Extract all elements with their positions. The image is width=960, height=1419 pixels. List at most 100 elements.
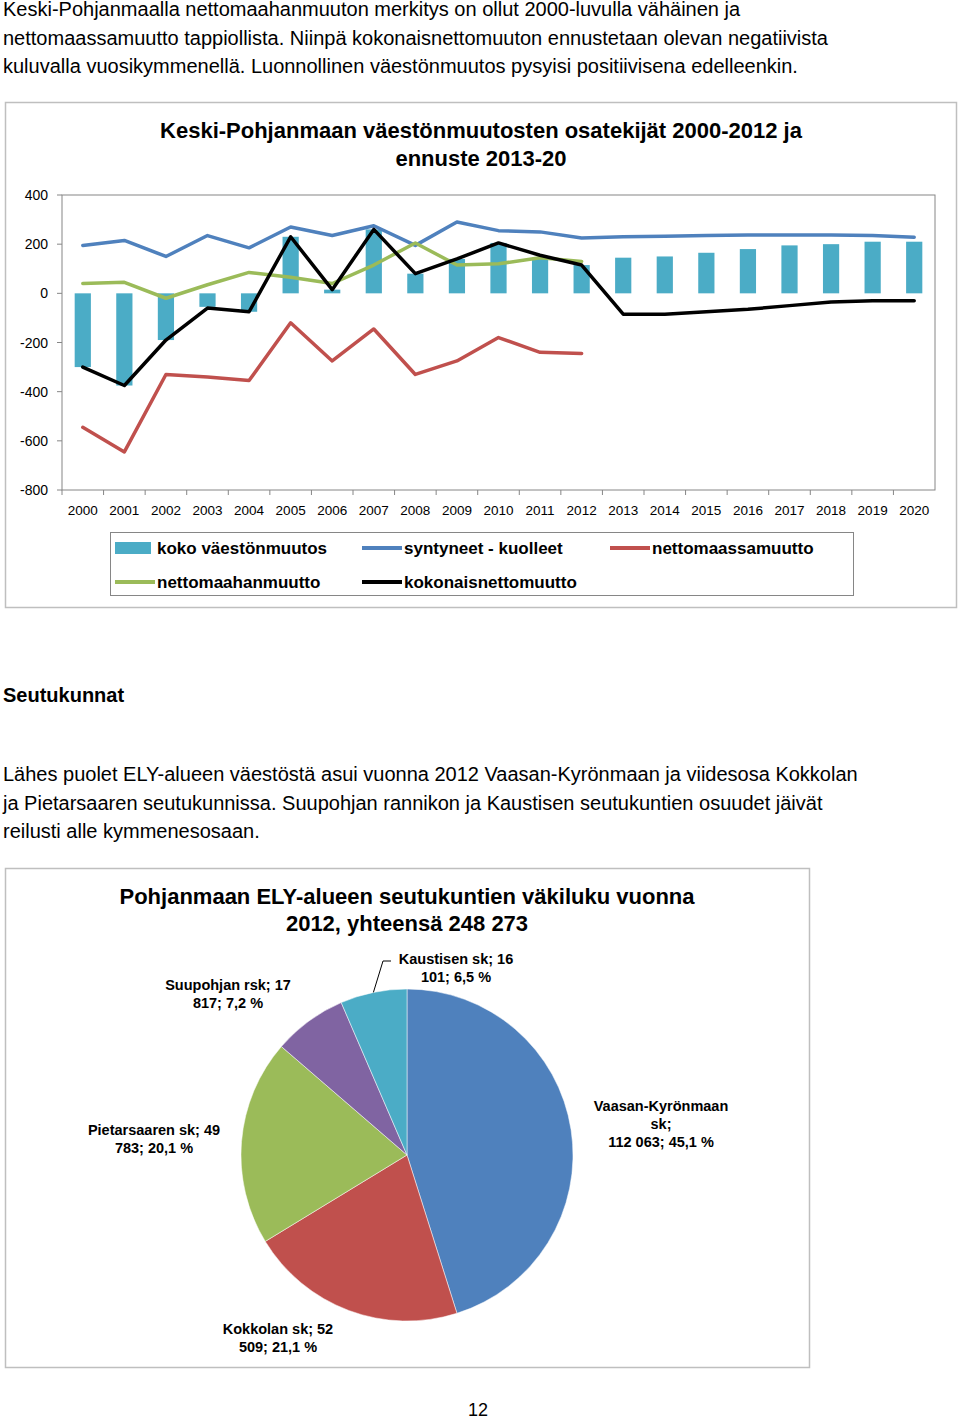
page: Keski-Pohjanmaalla nettomaahanmuuton mer… — [0, 0, 960, 1419]
y-tick-label: 0 — [40, 285, 48, 301]
heading: Seutukunnat — [3, 684, 124, 706]
chart-title: Keski-Pohjanmaan väestönmuutosten osatek… — [160, 118, 803, 171]
bar — [657, 256, 673, 293]
legend-swatch — [115, 542, 151, 554]
y-tick — [57, 342, 62, 343]
leader-line — [373, 961, 391, 992]
plot-frame — [62, 195, 935, 490]
x-tick-label: 2013 — [608, 503, 638, 518]
x-tick-label: 2003 — [192, 503, 222, 518]
x-tick — [145, 490, 146, 495]
x-tick — [893, 490, 894, 495]
x-tick — [685, 490, 686, 495]
bar — [615, 258, 631, 294]
x-tick-label: 2009 — [442, 503, 472, 518]
legend-label: nettomaahanmuutto — [157, 573, 320, 592]
x-tick — [519, 490, 520, 495]
x-tick-label: 2007 — [359, 503, 389, 518]
bar — [407, 274, 423, 294]
x-tick-label: 2012 — [567, 503, 597, 518]
x-tick-label: 2011 — [526, 503, 555, 518]
x-tick — [560, 490, 561, 495]
x-tick — [644, 490, 645, 495]
x-tick-label: 2004 — [234, 503, 265, 518]
y-tick-label: -400 — [20, 384, 48, 400]
chart-frame — [6, 103, 957, 608]
x-tick — [269, 490, 270, 495]
x-tick — [186, 490, 187, 495]
x-tick-label: 2014 — [650, 503, 681, 518]
bar — [865, 242, 881, 294]
legend-swatch — [115, 580, 155, 584]
intro-line: nettomaassamuutto tappiollista. Niinpä k… — [3, 27, 829, 49]
slice-label: Vaasan-Kyrönmaansk;112 063; 45,1 % — [594, 1098, 729, 1150]
bar — [698, 253, 714, 294]
paragraph-line: ja Pietarsaaren seutukunnissa. Suupohjan… — [2, 792, 823, 814]
line-series — [83, 323, 582, 452]
bar — [75, 293, 91, 367]
y-tick — [57, 391, 62, 392]
slice-label: Kaustisen sk; 16101; 6,5 % — [399, 951, 513, 985]
y-tick — [57, 440, 62, 441]
legend-swatch — [610, 546, 650, 550]
x-tick — [810, 490, 811, 495]
plot-marks — [75, 222, 923, 452]
bar — [740, 249, 756, 293]
intro-line: Keski-Pohjanmaalla nettomaahanmuuton mer… — [3, 0, 741, 20]
pie-slice — [341, 989, 407, 1155]
x-tick-label: 2001 — [109, 503, 139, 518]
page-number: 12 — [468, 1400, 488, 1419]
bar — [199, 293, 215, 307]
y-tick — [57, 195, 62, 196]
line-series — [83, 222, 914, 256]
slice-label: Pietarsaaren sk; 49783; 20,1 % — [88, 1122, 220, 1156]
y-tick — [57, 244, 62, 245]
bar — [823, 244, 839, 293]
legend-label: syntyneet - kuolleet — [404, 539, 563, 558]
x-tick-label: 2008 — [400, 503, 430, 518]
chart-frame — [6, 869, 810, 1368]
x-tick-label: 2006 — [317, 503, 347, 518]
bar — [532, 258, 548, 294]
x-tick — [768, 490, 769, 495]
x-tick — [62, 490, 63, 495]
paragraph-line: reilusti alle kymmenesosaan. — [3, 820, 260, 842]
x-tick — [228, 490, 229, 495]
bar — [116, 293, 132, 385]
x-tick-label: 2019 — [858, 503, 888, 518]
chart-title: Pohjanmaan ELY-alueen seutukuntien väkil… — [120, 884, 696, 936]
y-tick-label: -800 — [20, 482, 48, 498]
slice-label: Kokkolan sk; 52509; 21,1 % — [223, 1321, 333, 1355]
line-series — [83, 229, 914, 385]
x-tick — [394, 490, 395, 495]
slice-label: Suupohjan rsk; 17817; 7,2 % — [165, 977, 291, 1011]
legend-swatch — [362, 546, 402, 550]
y-tick — [57, 293, 62, 294]
x-tick — [727, 490, 728, 495]
x-tick-label: 2018 — [816, 503, 846, 518]
x-tick — [311, 490, 312, 495]
legend-frame — [111, 533, 854, 596]
y-tick — [57, 490, 62, 491]
x-tick-label: 2020 — [899, 503, 929, 518]
x-tick-label: 2005 — [276, 503, 306, 518]
x-tick — [602, 490, 603, 495]
bar — [781, 245, 797, 293]
y-tick-label: 200 — [25, 236, 49, 252]
x-tick — [851, 490, 852, 495]
x-tick — [477, 490, 478, 495]
x-tick-label: 2010 — [483, 503, 513, 518]
bar — [490, 243, 506, 293]
y-tick-label: 400 — [25, 187, 49, 203]
legend-swatch — [362, 580, 402, 584]
x-tick — [436, 490, 437, 495]
intro-line: kuluvalla vuosikymmenellä. Luonnollinen … — [3, 55, 798, 77]
legend-label: nettomaassamuutto — [652, 539, 814, 558]
x-tick-label: 2016 — [733, 503, 763, 518]
y-tick-label: -200 — [20, 335, 48, 351]
legend-label: koko väestönmuutos — [157, 539, 327, 558]
bar — [158, 293, 174, 340]
y-tick-label: -600 — [20, 433, 48, 449]
x-tick-label: 2000 — [68, 503, 98, 518]
x-tick-label: 2017 — [774, 503, 804, 518]
